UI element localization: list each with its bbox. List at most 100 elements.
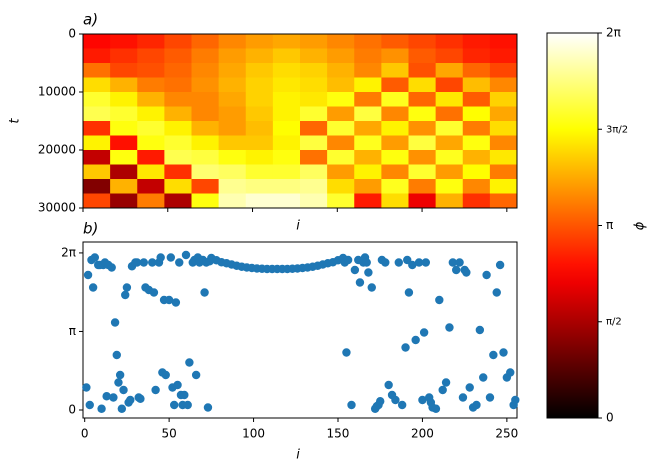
heatmap-cell bbox=[489, 106, 518, 122]
heatmap-cell bbox=[218, 77, 247, 93]
scatter-point bbox=[85, 400, 94, 410]
heatmap-cell bbox=[435, 34, 464, 49]
heatmap-cell bbox=[137, 193, 165, 209]
heatmap-cell bbox=[191, 106, 220, 122]
scatter-point bbox=[115, 370, 125, 380]
heatmap-cell bbox=[327, 92, 355, 107]
heatmap-cell bbox=[164, 121, 192, 136]
y-tick-label: 20000 bbox=[38, 143, 76, 157]
scatter-point bbox=[414, 258, 424, 267]
heatmap-cell bbox=[272, 92, 301, 107]
heatmap-cell bbox=[137, 121, 165, 136]
heatmap-cell bbox=[83, 135, 111, 151]
heatmap-cell bbox=[462, 164, 491, 180]
heatmap-cell bbox=[191, 48, 220, 64]
heatmap-cell bbox=[110, 179, 138, 194]
heatmap-cell bbox=[489, 121, 518, 136]
heatmap-cell bbox=[354, 106, 382, 122]
scatter-point bbox=[121, 290, 130, 300]
scatter-point bbox=[411, 335, 420, 345]
colorbar-tick-label: 2π bbox=[606, 26, 621, 40]
heatmap-cell bbox=[137, 48, 165, 64]
heatmap-cell bbox=[327, 164, 355, 180]
scatter-point bbox=[492, 288, 501, 297]
heatmap-cell bbox=[489, 63, 518, 78]
heatmap-cell bbox=[218, 34, 247, 49]
heatmap-cell bbox=[83, 179, 111, 194]
scatter-point bbox=[343, 255, 353, 265]
scatter-point bbox=[419, 328, 429, 337]
scatter-point bbox=[435, 295, 444, 305]
heatmap-cell bbox=[489, 150, 518, 165]
heatmap-cell bbox=[327, 63, 355, 78]
heatmap-cell bbox=[354, 193, 382, 209]
heatmap-cell bbox=[300, 193, 328, 209]
scatter-point bbox=[441, 378, 451, 387]
heatmap-cell bbox=[191, 92, 220, 107]
scatter-point bbox=[506, 368, 515, 377]
heatmap-cell bbox=[83, 63, 111, 78]
heatmap-cell bbox=[435, 164, 464, 180]
panel-a-title: a) bbox=[83, 11, 98, 29]
scatter-point bbox=[164, 295, 174, 305]
heatmap-cell bbox=[408, 150, 437, 165]
scatter-point bbox=[479, 373, 488, 382]
heatmap-cell bbox=[137, 106, 165, 122]
heatmap-cell bbox=[137, 135, 165, 151]
scatter-point bbox=[445, 323, 454, 332]
heatmap-cell bbox=[110, 135, 138, 151]
heatmap-cell bbox=[408, 63, 437, 78]
y-tick-label: 2π bbox=[61, 245, 76, 259]
heatmap-cell bbox=[489, 193, 518, 209]
scatter-point bbox=[171, 298, 181, 307]
scatter-point bbox=[489, 350, 498, 360]
heatmap-cell bbox=[191, 179, 220, 194]
heatmap-cell bbox=[327, 193, 355, 209]
heatmap-cell bbox=[381, 34, 409, 49]
heatmap-cell bbox=[245, 150, 274, 165]
heatmap-cell bbox=[354, 48, 382, 64]
heatmap-cell bbox=[300, 106, 328, 122]
heatmap-cell bbox=[164, 34, 192, 49]
scatter-point bbox=[107, 263, 116, 272]
heatmap-cell bbox=[462, 121, 491, 136]
heatmap-cell bbox=[489, 164, 518, 180]
heatmap-cell bbox=[354, 92, 382, 107]
heatmap-cell bbox=[110, 92, 138, 107]
scatter-point bbox=[161, 370, 170, 380]
scatter-point bbox=[475, 325, 485, 335]
heatmap-cell bbox=[354, 63, 382, 78]
heatmap-cell bbox=[83, 48, 111, 64]
heatmap-cell bbox=[408, 135, 437, 151]
heatmap-cell bbox=[272, 164, 301, 180]
heatmap-cell bbox=[462, 77, 491, 93]
heatmap-cell bbox=[83, 77, 111, 93]
scatter-point bbox=[151, 385, 160, 395]
heatmap-cell bbox=[327, 106, 355, 122]
scatter-point bbox=[381, 258, 390, 267]
heatmap-cell bbox=[435, 121, 464, 136]
heatmap-cell bbox=[245, 179, 274, 194]
scatter-point bbox=[495, 260, 505, 270]
heatmap-cell bbox=[462, 34, 491, 49]
x-axis-label: i bbox=[296, 219, 300, 234]
heatmap-cell bbox=[381, 92, 409, 107]
scatter-point bbox=[421, 258, 431, 267]
scatter-point bbox=[139, 258, 148, 267]
heatmap-cell bbox=[245, 121, 274, 136]
heatmap-cell bbox=[110, 193, 138, 209]
heatmap-cell bbox=[435, 106, 464, 122]
x-tick-label: 0 bbox=[81, 427, 89, 441]
heatmap-cell bbox=[83, 34, 111, 49]
scatter-point bbox=[404, 288, 414, 297]
heatmap-cell bbox=[245, 164, 274, 180]
scatter-point bbox=[200, 288, 209, 297]
scatter-point bbox=[90, 253, 100, 262]
heatmap-cell bbox=[83, 121, 111, 136]
heatmap-cell bbox=[110, 150, 138, 165]
heatmap-cell bbox=[489, 77, 518, 93]
heatmap-cell bbox=[435, 135, 464, 151]
heatmap-cell bbox=[408, 164, 437, 180]
heatmap-cell bbox=[245, 92, 274, 107]
heatmap-cell bbox=[408, 106, 437, 122]
